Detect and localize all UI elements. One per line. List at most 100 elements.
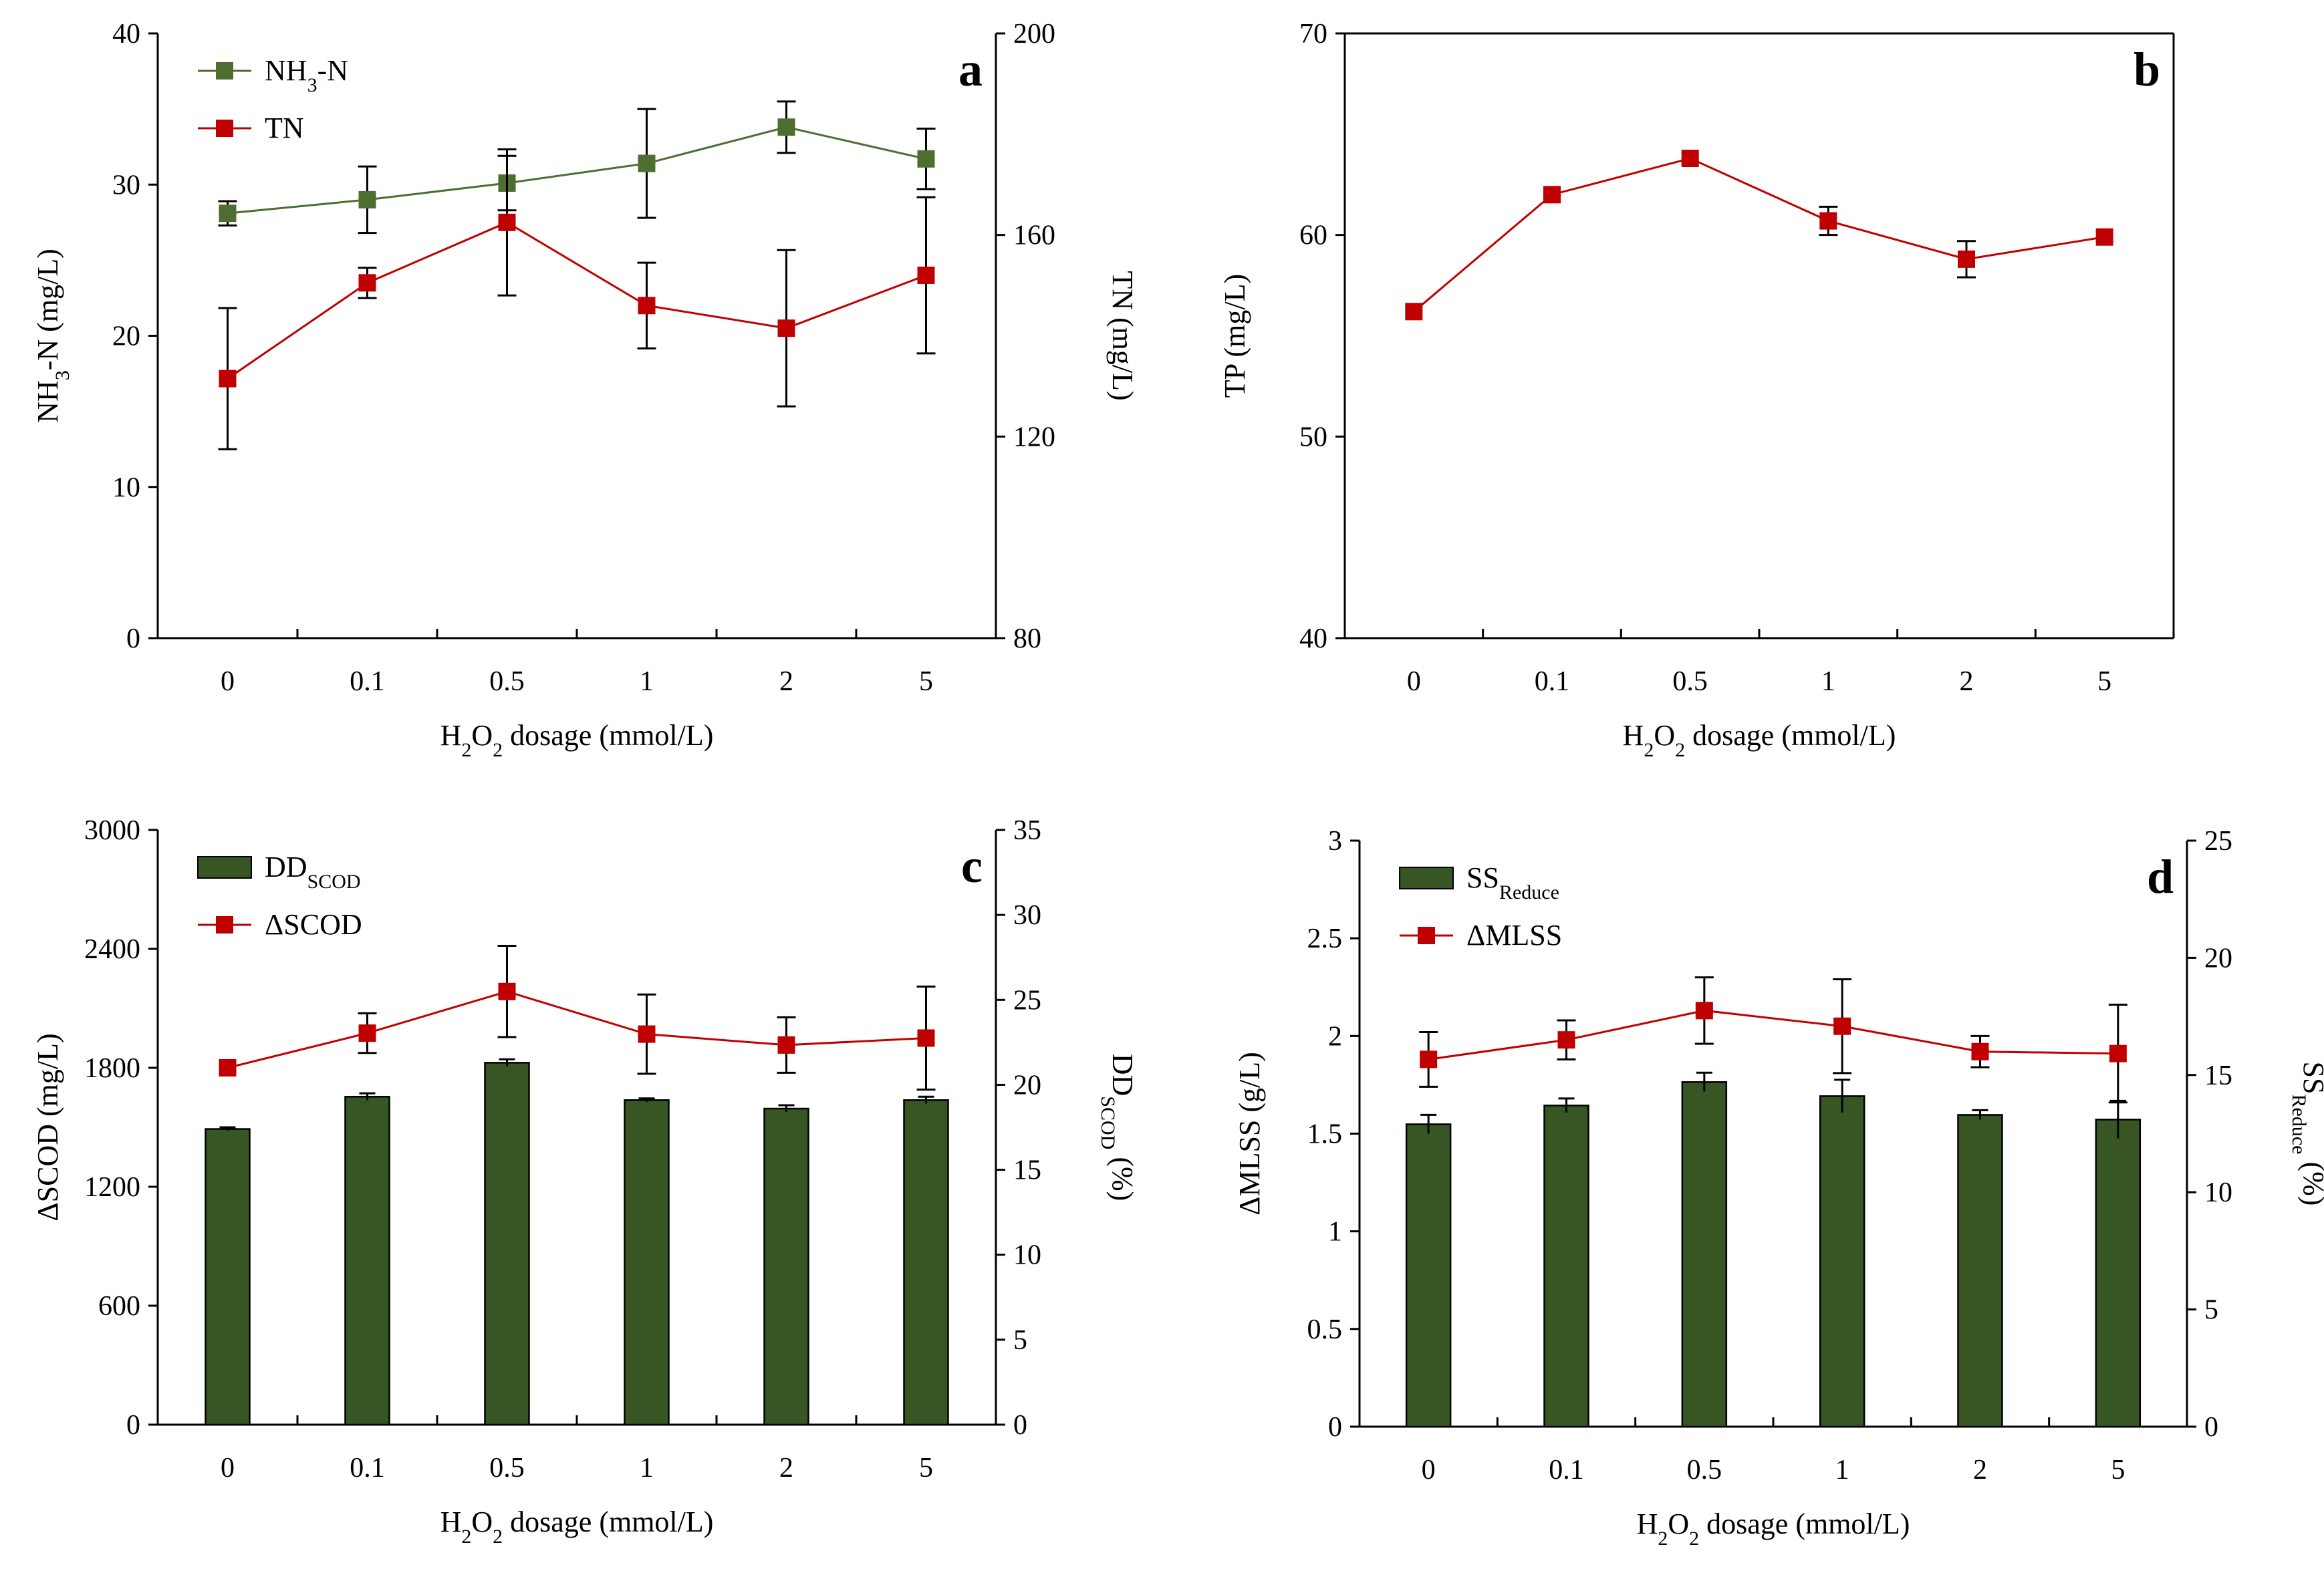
y-axis-title-right-part: (%) (1106, 1149, 1139, 1201)
y-tick-label-right: 5 (1013, 1325, 1027, 1356)
x-tick-label: 5 (2097, 666, 2111, 697)
y-tick-label-right: 200 (1013, 19, 1055, 49)
y-tick-label-left: 3000 (84, 815, 140, 846)
bar (205, 1128, 251, 1426)
x-tick-label: 1 (1835, 1455, 1849, 1485)
x-axis-title-part: O (1654, 719, 1675, 752)
data-point (358, 1024, 376, 1042)
data-point (638, 1025, 656, 1043)
y-axis-title-right: TN (mg/L) (1106, 271, 1139, 400)
y-axis-title-left: TP (mg/L) (1218, 274, 1251, 398)
y-axis-title-right-part: TN (mg/L) (1106, 271, 1139, 400)
x-axis-title-part: 2 (461, 739, 471, 761)
x-axis-title: H2O2 dosage (mmol/L) (1623, 719, 1896, 761)
data-point (1681, 150, 1699, 168)
y-tick-label-left: 10 (112, 472, 140, 503)
y-axis-title-right-part: Reduce (2289, 1095, 2311, 1155)
legend-label: TN (265, 112, 304, 144)
y-tick-label-left: 0 (1328, 1412, 1342, 1443)
x-tick-label: 0.5 (1687, 1455, 1722, 1485)
data-point (498, 213, 516, 231)
x-tick-label: 1 (1821, 666, 1835, 697)
y-tick-label-right: 30 (1013, 900, 1041, 931)
data-point (1405, 303, 1423, 321)
y-axis-title-left-part: NH (31, 380, 64, 423)
y-tick-label-right: 10 (1013, 1240, 1041, 1271)
x-axis-title-part: 2 (493, 1526, 503, 1548)
legend-label-part: NH (265, 54, 307, 87)
x-tick-label: 0.5 (489, 666, 525, 697)
y-tick-label-left: 1800 (84, 1053, 140, 1084)
series-bar (1405, 1071, 2142, 1428)
legend-bar-swatch (197, 856, 252, 879)
x-axis-title-part: H (440, 719, 462, 752)
y-tick-label-right: 0 (1013, 1410, 1027, 1441)
legend: NH3-N TN (198, 54, 348, 144)
legend-label-part: ΔSCOD (265, 908, 362, 941)
data-point (2109, 1044, 2127, 1062)
legend-label-part: SCOD (307, 871, 361, 893)
y-tick-label-left: 0 (126, 1410, 140, 1441)
legend-marker (1418, 927, 1435, 944)
x-tick-label: 5 (2111, 1455, 2125, 1485)
panel-letter: a (958, 43, 983, 96)
data-point (638, 154, 656, 172)
y-tick-label-right: 15 (1013, 1155, 1041, 1186)
legend-label-part: 3 (307, 74, 317, 96)
y-tick-label-right: 15 (2204, 1060, 2232, 1091)
data-point (1833, 1017, 1851, 1035)
x-tick-label: 5 (919, 666, 933, 697)
legend-label: SSReduce (1466, 861, 1559, 903)
y-tick-label-right: 0 (2204, 1412, 2218, 1443)
x-axis-title: H2O2 dosage (mmol/L) (440, 1506, 714, 1548)
series-line (227, 221, 927, 380)
bar (1957, 1114, 2003, 1428)
y-tick-label-right: 25 (1013, 985, 1041, 1016)
y-axis-title-right-part: DD (1106, 1054, 1139, 1097)
series-line (219, 945, 936, 1091)
x-tick-label: 1 (640, 1453, 654, 1483)
bar (1681, 1081, 1728, 1428)
y-tick-label-left: 70 (1299, 19, 1327, 49)
x-tick-label: 0.1 (1535, 666, 1570, 697)
y-tick-label-left: 2400 (84, 934, 140, 965)
data-point (219, 204, 237, 223)
y-axis-title-left: ΔMLSS (g/L) (1233, 1052, 1266, 1216)
x-tick-label: 2 (779, 666, 793, 697)
y-axis-title-right: SSReduce (%) (2289, 1062, 2324, 1206)
data-point (358, 190, 376, 208)
y-tick-label-left: 3 (1328, 826, 1342, 857)
y-tick-label-right: 80 (1013, 623, 1041, 654)
x-axis-title-part: 2 (461, 1526, 471, 1548)
bar (1819, 1095, 1865, 1428)
data-point (1971, 1042, 1989, 1060)
y-axis-title-left: NH3-N (mg/L) (31, 249, 74, 423)
bar (2095, 1119, 2142, 1428)
y-tick-label-right: 20 (2204, 943, 2232, 974)
data-point (498, 982, 516, 1000)
data-point (777, 118, 795, 136)
x-tick-label: 0 (221, 666, 235, 697)
y-tick-label-left: 30 (112, 170, 140, 200)
legend-marker (216, 120, 233, 137)
legend-label-part: SS (1466, 861, 1499, 894)
bar (763, 1107, 809, 1426)
bar (624, 1099, 670, 1426)
x-tick-label: 2 (779, 1453, 793, 1483)
panel-letter: b (2134, 43, 2160, 96)
data-point (1420, 1050, 1438, 1068)
x-tick-label: 5 (919, 1453, 933, 1483)
y-tick-label-right: 35 (1013, 815, 1041, 846)
series-line (218, 148, 936, 450)
bar (1543, 1105, 1589, 1428)
bar (903, 1099, 949, 1426)
legend-label-part: -N (317, 54, 348, 87)
legend: SSReduce ΔMLSS (1399, 861, 1562, 952)
data-point (1958, 250, 1975, 268)
x-tick-label: 1 (640, 666, 654, 697)
legend-bar-swatch (1399, 867, 1454, 889)
data-point (1695, 1002, 1713, 1020)
